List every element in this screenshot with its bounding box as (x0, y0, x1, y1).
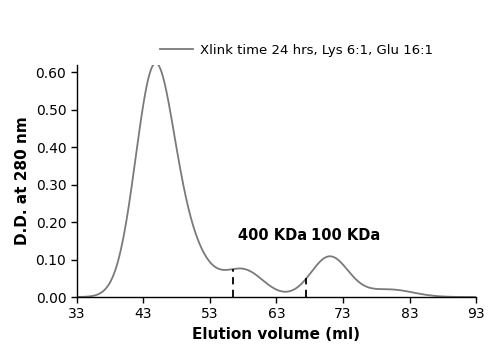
Y-axis label: D.D. at 280 nm: D.D. at 280 nm (15, 116, 30, 245)
Legend: Xlink time 24 hrs, Lys 6:1, Glu 16:1: Xlink time 24 hrs, Lys 6:1, Glu 16:1 (155, 39, 438, 62)
X-axis label: Elution volume (ml): Elution volume (ml) (192, 327, 360, 342)
Text: 400 KDa: 400 KDa (238, 228, 307, 243)
Text: 100 KDa: 100 KDa (311, 228, 380, 243)
